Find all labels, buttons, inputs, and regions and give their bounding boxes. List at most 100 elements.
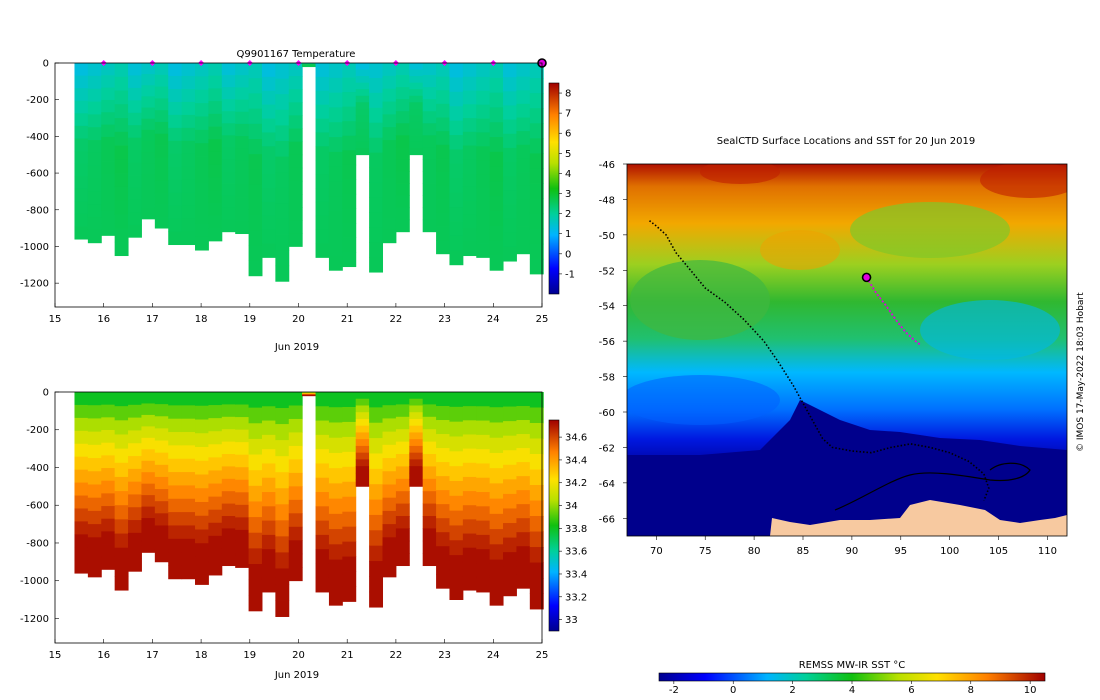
profile-cell [141, 207, 156, 220]
temperature-x-axis: 15 16 17 18 19 20 21 22 23 24 25 [49, 303, 548, 325]
profile-cell [395, 99, 410, 112]
profile-cell [476, 243, 491, 258]
profile-cell [382, 524, 397, 538]
profile-cell [355, 89, 370, 97]
profile-cell [342, 208, 357, 224]
profile-cell [154, 121, 169, 135]
profile-cell [395, 159, 410, 172]
map-area [627, 164, 1067, 536]
profile-cell [342, 164, 357, 180]
profile-cell [248, 517, 263, 534]
profile-cell [141, 196, 156, 209]
profile-cell [315, 420, 330, 436]
profile-cell [74, 495, 89, 509]
profile-cell [476, 132, 491, 147]
profile-cell [409, 432, 424, 440]
profile-cell [288, 180, 303, 195]
profile-cell [154, 525, 169, 538]
profile-cell [529, 153, 544, 169]
sst-eddies [627, 164, 1067, 425]
profile-cell [382, 191, 397, 205]
profile-cell [101, 404, 116, 418]
profile-cell [529, 392, 544, 408]
profile-cell [141, 140, 156, 153]
profile-cell [248, 123, 263, 140]
profile-cell [449, 421, 464, 437]
profile-cell [516, 144, 531, 159]
profile-cell [221, 392, 236, 405]
profile-cell [462, 505, 477, 520]
profile-cell [181, 432, 196, 446]
profile-cell [101, 493, 116, 507]
salinity-y-tick: -1200 [20, 614, 49, 625]
profile-cell [168, 114, 183, 129]
profile-cell [315, 406, 330, 421]
profile-cell [101, 417, 116, 431]
profile-cell [449, 149, 464, 165]
profile-cell [315, 215, 330, 231]
profile-cell [74, 213, 89, 227]
profile-cell [476, 577, 491, 593]
profile-cell [342, 77, 357, 93]
profile-cell [409, 466, 424, 474]
temperature-x-tick: 16 [97, 314, 110, 325]
profile-cell [489, 77, 504, 94]
profile-cell [154, 476, 169, 490]
profile-cell [382, 444, 397, 459]
profile-cell [462, 214, 477, 229]
profile-cell [181, 485, 196, 500]
salinity-colorbar-ticks: 34.6 34.4 34.2 34 33.8 33.6 33.4 33.2 33 [559, 433, 587, 626]
profile-cell [114, 200, 129, 215]
profile-cell [382, 537, 397, 551]
profile-cell [516, 240, 531, 255]
profile-cell [101, 518, 116, 532]
profile-cell [355, 102, 370, 110]
profile-cell [181, 218, 196, 233]
profile-cell [503, 77, 517, 92]
profile-cell [503, 421, 517, 437]
profile-cell [315, 63, 330, 78]
profile-cell [248, 230, 263, 246]
profile-cell [74, 508, 89, 522]
profile-cell [449, 406, 464, 423]
profile-cell [476, 174, 491, 189]
profile-cell [248, 407, 263, 424]
profile-cell [462, 576, 477, 591]
profile-cell [208, 509, 223, 524]
profile-cell [369, 407, 384, 424]
profile-cell [409, 108, 424, 116]
salinity-x-tick: 15 [49, 650, 62, 661]
profile-cell [342, 436, 357, 453]
profile-cell [154, 537, 169, 551]
profile-cell [409, 76, 424, 84]
profile-cell [141, 460, 156, 473]
profile-cell [208, 164, 223, 178]
profile-cell [529, 547, 544, 563]
profile-cell [114, 214, 129, 229]
profile-cell [74, 176, 89, 190]
profile-cell [328, 452, 343, 469]
profile-cell [74, 482, 89, 496]
profile-cell [503, 523, 517, 538]
profile-cell [355, 76, 370, 84]
map-latitude-tick: -54 [599, 302, 615, 313]
profile-cell [449, 555, 464, 571]
profile-cell [315, 188, 330, 203]
profile-cell [248, 154, 263, 170]
profile-cell [315, 201, 330, 217]
profile-cell [181, 458, 196, 473]
salinity-colorbar-tick: 34.2 [565, 478, 587, 489]
profile-cell [208, 444, 223, 458]
profile-cell [328, 513, 343, 530]
profile-cell [382, 178, 397, 192]
profile-cell [248, 501, 263, 518]
profile-cell [328, 422, 343, 439]
profile-cell [221, 87, 236, 100]
map-latitude-tick: -46 [599, 160, 615, 171]
temperature-colorbar-tick: 3 [565, 189, 571, 200]
temperature-colorbar-tick: 1 [565, 229, 571, 240]
profile-cell [248, 485, 263, 502]
profile-cell [382, 405, 397, 419]
profile-cell [235, 542, 250, 556]
profile-cell [248, 532, 263, 549]
